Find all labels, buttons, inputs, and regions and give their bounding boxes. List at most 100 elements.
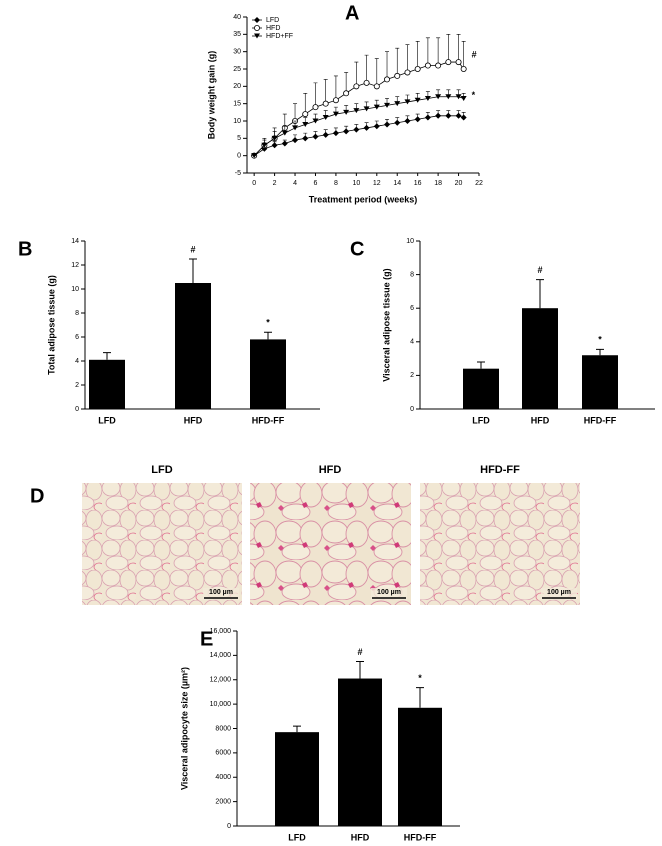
error-bar <box>425 37 430 66</box>
y-tick-label: 20 <box>233 83 241 90</box>
marker <box>363 106 370 112</box>
marker <box>455 59 462 66</box>
bar <box>463 368 499 409</box>
marker <box>424 62 431 69</box>
marker <box>302 111 309 118</box>
y-axis-label: Body weight gain (g) <box>206 51 216 140</box>
y-tick-label: 8000 <box>215 725 231 732</box>
marker <box>460 114 467 121</box>
panel-letter: C <box>350 238 364 260</box>
bar <box>275 732 319 826</box>
marker <box>261 142 268 148</box>
marker <box>414 66 421 73</box>
marker <box>445 94 452 100</box>
x-tick-label: 0 <box>252 180 256 187</box>
series-line <box>253 61 464 156</box>
bar <box>398 707 442 826</box>
y-tick-label: 6000 <box>215 750 231 757</box>
y-tick-label: 8 <box>75 310 79 317</box>
bar <box>250 339 286 409</box>
marker <box>445 112 452 119</box>
marker <box>281 130 288 136</box>
marker <box>312 104 319 111</box>
error-bar <box>103 352 111 360</box>
x-tick-label: 18 <box>434 180 442 187</box>
marker <box>332 130 339 137</box>
y-tick-label: 14,000 <box>210 652 232 659</box>
scale-bar-bg <box>203 588 239 600</box>
marker <box>353 126 360 133</box>
legend-label: HFD <box>266 25 280 32</box>
histology-image <box>420 483 580 605</box>
marker <box>353 108 360 114</box>
panel-title: HFD-FF <box>480 464 520 476</box>
marker <box>424 95 431 101</box>
marker <box>384 76 391 83</box>
marker <box>404 69 411 76</box>
y-axis-label: Visceral adipocyte size (µm²) <box>179 667 189 790</box>
bar <box>522 308 558 409</box>
x-tick-label: 4 <box>293 180 297 187</box>
x-tick-label: LFD <box>98 415 116 425</box>
marker <box>312 133 319 140</box>
marker <box>251 153 258 159</box>
marker <box>363 79 370 86</box>
scale-bar-bg <box>371 588 407 600</box>
marker <box>460 95 467 101</box>
marker <box>414 116 421 123</box>
error-bar <box>189 258 197 283</box>
error-bar <box>354 61 359 87</box>
y-tick-label: 4 <box>410 339 414 346</box>
annotation: # <box>472 50 477 60</box>
y-tick-label: 4 <box>75 358 79 365</box>
bar <box>338 678 382 826</box>
error-bar <box>405 44 410 73</box>
legend-marker <box>254 33 260 39</box>
error-bar <box>461 40 466 69</box>
y-tick-label: 10,000 <box>210 701 232 708</box>
annotation: * <box>266 318 270 328</box>
marker <box>394 119 401 126</box>
error-bar <box>395 47 400 76</box>
marker <box>363 124 370 131</box>
y-tick-label: 10 <box>406 238 414 245</box>
error-bar <box>536 279 544 309</box>
bar <box>175 283 211 409</box>
marker <box>435 62 442 69</box>
y-tick-label: -5 <box>235 170 241 177</box>
legend-label: HFD+FF <box>266 33 293 40</box>
error-bar <box>303 92 308 115</box>
x-tick-label: 16 <box>414 180 422 187</box>
legend-label: LFD <box>266 17 279 24</box>
y-tick-label: 25 <box>233 66 241 73</box>
y-tick-label: 4000 <box>215 774 231 781</box>
marker <box>455 94 462 100</box>
x-tick-label: 10 <box>352 180 360 187</box>
x-tick-label: 2 <box>273 180 277 187</box>
y-tick-label: 0 <box>75 406 79 413</box>
marker <box>424 114 431 121</box>
y-tick-label: 10 <box>233 118 241 125</box>
x-tick-label: HFD-FF <box>404 832 437 842</box>
histology-image <box>250 483 411 605</box>
error-bar <box>477 361 485 369</box>
error-bar <box>293 725 301 733</box>
scale-bar-label: 100 µm <box>547 589 571 596</box>
error-bar <box>416 687 424 708</box>
marker <box>302 135 309 142</box>
panel-title: HFD <box>319 464 342 476</box>
x-tick-label: LFD <box>472 415 490 425</box>
error-bar <box>415 40 420 69</box>
marker <box>271 142 278 149</box>
x-tick-label: LFD <box>288 832 306 842</box>
marker <box>322 131 329 138</box>
marker <box>332 97 339 104</box>
y-tick-label: 6 <box>75 334 79 341</box>
x-axis-label: Treatment period (weeks) <box>309 194 418 204</box>
marker <box>292 125 299 131</box>
annotation: * <box>598 335 602 345</box>
error-bar <box>333 75 338 101</box>
legend-marker <box>254 17 260 23</box>
marker <box>281 140 288 147</box>
